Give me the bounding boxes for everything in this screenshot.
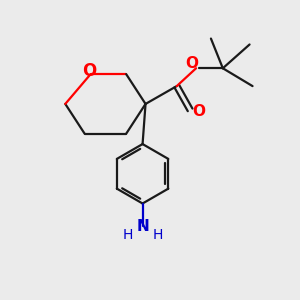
Text: O: O (192, 104, 205, 119)
Text: H: H (122, 228, 133, 242)
Text: O: O (185, 56, 198, 71)
Text: O: O (82, 61, 96, 80)
Text: N: N (136, 219, 149, 234)
Text: H: H (152, 228, 163, 242)
